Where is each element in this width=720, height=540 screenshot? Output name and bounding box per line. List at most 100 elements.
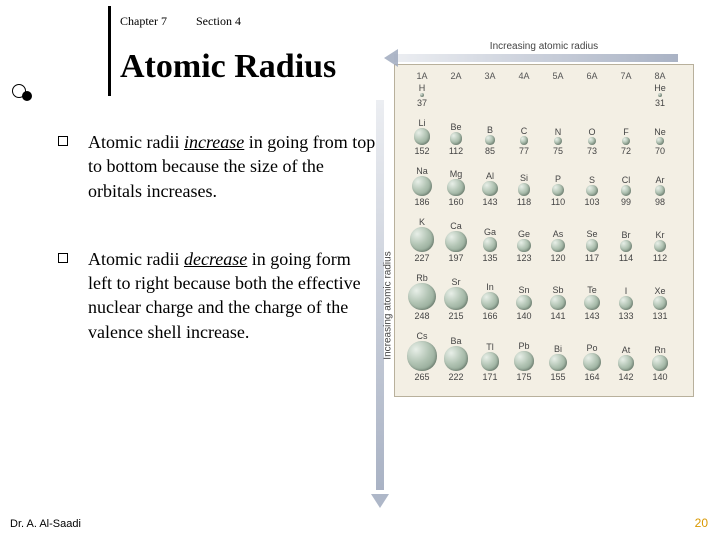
element-cell: Te143 [575, 285, 609, 322]
atom-ball-icon [622, 137, 630, 145]
atom-ball-icon [554, 137, 562, 145]
column-header: 2A [439, 71, 473, 81]
chapter-label: Chapter 7 [120, 14, 167, 29]
atom-ball-icon [549, 354, 566, 371]
element-row: Rb248Sr215In166Sn140Sb141Te143I133Xe131 [401, 273, 687, 321]
atom-ball-icon [518, 183, 531, 196]
atom-ball-icon [658, 93, 662, 97]
element-cell: Xe 131 [643, 286, 677, 321]
atom-ball-icon [410, 227, 435, 252]
element-cell: Br114 [609, 230, 643, 264]
element-symbol: Be [450, 122, 461, 132]
radius-value: 123 [516, 253, 531, 263]
element-cell: Bi155 [541, 344, 575, 382]
atom-ball-icon [656, 137, 664, 145]
element-cell: Rn140 [643, 345, 677, 381]
footer-author: Dr. A. Al-Saadi [10, 518, 81, 530]
atom-ball-icon [516, 295, 531, 310]
element-symbol: Ge [518, 229, 530, 239]
element-cell: K227 [405, 217, 439, 263]
radius-value: 141 [550, 311, 565, 321]
arrowhead-icon [371, 494, 389, 508]
element-symbol: Pb [518, 341, 529, 351]
element-cell: F72 [609, 127, 643, 156]
element-symbol: O [588, 127, 595, 137]
element-cell: Li152 [405, 118, 439, 156]
element-symbol: He [654, 83, 666, 93]
element-cell: Al143 [473, 171, 507, 208]
element-cell: Ga135 [473, 227, 507, 263]
radius-value: 197 [448, 253, 463, 263]
radius-value: 155 [550, 372, 565, 382]
atom-ball-icon [653, 296, 667, 310]
atom-ball-icon [654, 240, 666, 252]
radius-value: 248 [414, 311, 429, 321]
atom-ball-icon [412, 176, 432, 196]
element-symbol: K [419, 217, 425, 227]
column-header: 3A [473, 71, 507, 81]
element-cell: Pb 175 [507, 341, 541, 381]
element-symbol: Sr [452, 277, 461, 287]
atom-ball-icon [618, 355, 634, 371]
element-symbol: Xe [654, 286, 665, 296]
element-symbol: Sn [518, 285, 529, 295]
radius-value: 73 [587, 146, 597, 156]
element-symbol: Kr [656, 230, 665, 240]
arrow-bar [394, 54, 678, 62]
element-symbol: Cl [622, 175, 631, 185]
bullet-marker [58, 253, 68, 263]
element-row: K227Ca197Ga135Ge123As120Se117Br114Kr112 [401, 217, 687, 263]
radius-value: 164 [584, 372, 599, 382]
radius-value: 85 [485, 146, 495, 156]
element-cell: O 73 [575, 127, 609, 156]
atom-ball-icon [588, 137, 596, 145]
top-arrow-label: Increasing atomic radius [394, 41, 694, 52]
column-header: 5A [541, 71, 575, 81]
radius-value: 186 [414, 197, 429, 207]
radius-value: 77 [519, 146, 529, 156]
radius-value: 131 [652, 311, 667, 321]
radius-value: 31 [655, 98, 665, 108]
element-symbol: Ne [654, 127, 666, 137]
element-cell: At142 [609, 345, 643, 382]
element-row: Na186Mg160Al143Si118P110S103Cl99Ar98 [401, 166, 687, 207]
radius-value: 112 [449, 146, 463, 156]
column-header: 4A [507, 71, 541, 81]
element-symbol: Te [587, 285, 597, 295]
atom-ball-icon [517, 239, 531, 253]
slide-title: Atomic Radius [120, 48, 336, 86]
element-symbol: Rn [654, 345, 666, 355]
atom-ball-icon [586, 185, 597, 196]
element-symbol: Po [586, 343, 597, 353]
atom-ball-icon [407, 341, 436, 370]
atom-ball-icon [584, 295, 600, 311]
periodic-grid: 1A2A3A4A5A6A7A8AH37He31Li152Be112B85C77N… [401, 71, 687, 390]
radius-value: 114 [619, 253, 633, 263]
radius-value: 110 [551, 197, 565, 207]
atom-ball-icon [447, 179, 465, 197]
radius-value: 215 [448, 311, 463, 321]
element-cell: He 31 [643, 83, 677, 108]
atom-ball-icon [655, 185, 666, 196]
element-symbol: N [555, 127, 562, 137]
element-symbol: Ga [484, 227, 496, 237]
element-symbol: B [487, 125, 493, 135]
atom-ball-icon [620, 240, 633, 253]
element-symbol: Ca [450, 221, 462, 231]
atom-ball-icon [619, 296, 634, 311]
element-symbol: I [625, 286, 628, 296]
atom-ball-icon [444, 346, 468, 370]
section-label: Section 4 [196, 14, 241, 29]
element-symbol: Tl [486, 342, 494, 352]
element-symbol: Al [486, 171, 494, 181]
column-headers: 1A2A3A4A5A6A7A8A [401, 71, 687, 81]
figure-frame: 1A2A3A4A5A6A7A8AH37He31Li152Be112B85C77N… [394, 64, 694, 397]
radius-value: 99 [621, 197, 631, 207]
radius-value: 117 [585, 253, 599, 263]
radius-value: 175 [516, 372, 531, 382]
column-header: 6A [575, 71, 609, 81]
element-cell: I133 [609, 286, 643, 322]
element-cell: Na186 [405, 166, 439, 207]
decorative-circle [22, 91, 32, 101]
element-cell: Mg160 [439, 169, 473, 208]
